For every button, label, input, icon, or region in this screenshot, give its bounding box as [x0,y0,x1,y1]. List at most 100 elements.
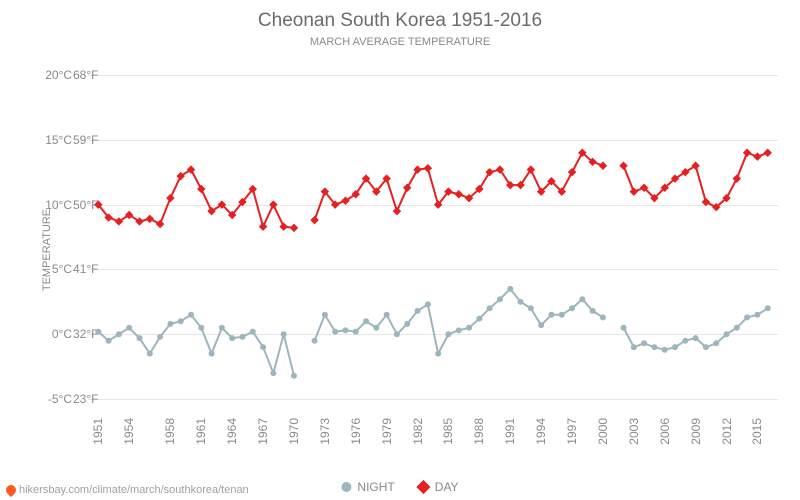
xtick-year: 2009 [689,418,703,445]
night-marker [167,321,173,327]
xtick-year: 1970 [287,418,301,445]
xtick-year: 1961 [194,418,208,445]
night-marker [188,312,194,318]
day-line [98,170,294,228]
day-line [624,153,768,207]
xtick-year: 1967 [256,418,270,445]
day-marker [455,190,463,198]
night-marker [404,321,410,327]
night-marker [497,296,503,302]
y-axis-label: TEMPERATURE [41,209,53,291]
night-marker [229,335,235,341]
xtick-year: 2003 [627,418,641,445]
night-line [315,289,603,354]
chart-subtitle: MARCH AVERAGE TEMPERATURE [0,36,800,48]
night-marker [466,325,472,331]
night-marker [415,308,421,314]
day-marker [599,161,607,169]
night-marker [445,331,451,337]
night-marker [353,329,359,335]
night-marker [116,331,122,337]
day-marker [568,168,576,176]
xtick-year: 1951 [91,418,105,445]
night-marker [476,316,482,322]
night-marker [518,299,524,305]
night-marker [569,305,575,311]
night-marker [487,305,493,311]
xtick-year: 1954 [122,418,136,445]
day-marker [424,164,432,172]
night-marker [621,325,627,331]
day-marker [259,222,267,230]
night-marker [373,325,379,331]
night-marker [147,351,153,357]
night-marker [425,301,431,307]
xtick-year: 1973 [318,418,332,445]
day-marker [279,222,287,230]
attribution: hikersbay.com/climate/march/southkorea/t… [6,484,249,496]
night-marker [631,344,637,350]
xtick-year: 2012 [720,418,734,445]
chart-title: Cheonan South Korea 1951-2016 [0,0,800,32]
night-marker [136,335,142,341]
day-marker [290,224,298,232]
night-marker [724,331,730,337]
plot-area [88,62,778,412]
night-marker [754,312,760,318]
night-marker [322,312,328,318]
night-marker [765,305,771,311]
night-marker [270,370,276,376]
day-marker [197,185,205,193]
day-marker [733,174,741,182]
xtick-year: 1958 [163,418,177,445]
night-marker [260,344,266,350]
ytick-celsius: -5°C [32,392,72,406]
night-marker [157,334,163,340]
xtick-year: 2015 [750,418,764,445]
night-marker [250,329,256,335]
night-marker [662,347,668,353]
day-marker [702,198,710,206]
night-marker [312,338,318,344]
night-marker [507,286,513,292]
night-marker [456,327,462,333]
day-marker [619,161,627,169]
legend-label-night: NIGHT [357,480,394,494]
ytick-celsius: 5°C [32,262,72,276]
day-marker [413,165,421,173]
map-pin-icon [4,483,18,497]
xtick-year: 2000 [596,418,610,445]
night-marker [703,344,709,350]
night-marker [281,331,287,337]
xtick-year: 1997 [565,418,579,445]
xtick-year: 1982 [411,418,425,445]
circle-marker-icon [341,482,351,492]
night-marker [332,329,338,335]
day-marker [310,216,318,224]
day-line [315,153,603,220]
night-marker [744,314,750,320]
night-marker [209,351,215,357]
xtick-year: 1976 [349,418,363,445]
legend-item-day: DAY [419,480,459,494]
day-marker [763,148,771,156]
night-marker [126,325,132,331]
night-marker [239,334,245,340]
night-marker [291,373,297,379]
night-marker [538,322,544,328]
day-marker [269,200,277,208]
night-marker [641,340,647,346]
night-marker [95,329,101,335]
night-marker [600,314,606,320]
night-marker [682,338,688,344]
night-marker [435,351,441,357]
night-marker [384,312,390,318]
xtick-year: 1985 [441,418,455,445]
ytick-celsius: 0°C [32,327,72,341]
night-marker [651,344,657,350]
day-marker [753,152,761,160]
ytick-celsius: 15°C [32,133,72,147]
night-marker [528,305,534,311]
attribution-text: hikersbay.com/climate/march/southkorea/t… [19,484,249,496]
diamond-marker-icon [417,480,431,494]
